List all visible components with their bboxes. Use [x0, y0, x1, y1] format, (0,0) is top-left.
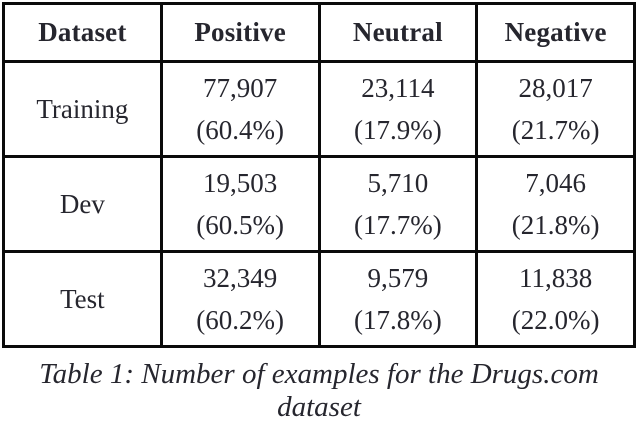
column-header-negative: Negative	[475, 2, 636, 63]
cell-dev-neutral: 5,710 (17.7%)	[317, 155, 479, 253]
table-row-training: Training 77,907 (60.4%) 23,114 (17.9%) 2…	[2, 60, 636, 158]
cell-count: 7,046	[525, 168, 586, 198]
table-caption: Table 1: Number of examples for the Drug…	[39, 358, 599, 423]
cell-percentage: (17.9%)	[354, 115, 442, 145]
row-label-dev: Dev	[2, 155, 163, 253]
column-header-neutral: Neutral	[317, 2, 479, 63]
cell-count: 28,017	[518, 73, 593, 103]
dataset-statistics-table: Dataset Positive Neutral Negative Traini…	[2, 2, 636, 348]
cell-count: 9,579	[367, 263, 429, 293]
cell-count: 19,503	[203, 168, 278, 198]
column-header-positive: Positive	[159, 2, 321, 63]
cell-percentage: (22.0%)	[511, 305, 600, 335]
cell-training-positive: 77,907 (60.4%)	[159, 60, 321, 158]
cell-percentage: (60.4%)	[196, 115, 284, 145]
cell-training-neutral: 23,114 (17.9%)	[317, 60, 479, 158]
cell-test-negative: 11,838 (22.0%)	[475, 250, 636, 348]
cell-count: 23,114	[361, 73, 435, 103]
row-label-training: Training	[2, 60, 163, 158]
cell-percentage: (60.2%)	[196, 305, 284, 335]
cell-percentage: (17.8%)	[354, 305, 442, 335]
row-label-test: Test	[2, 250, 163, 348]
cell-count: 11,838	[519, 263, 593, 293]
cell-dev-positive: 19,503 (60.5%)	[159, 155, 321, 253]
cell-percentage: (17.7%)	[354, 210, 442, 240]
cell-test-positive: 32,349 (60.2%)	[159, 250, 321, 348]
cell-count: 5,710	[367, 168, 429, 198]
cell-test-neutral: 9,579 (17.8%)	[317, 250, 479, 348]
cell-percentage: (21.8%)	[511, 210, 600, 240]
cell-percentage: (21.7%)	[511, 115, 600, 145]
table-header-row: Dataset Positive Neutral Negative	[2, 2, 636, 63]
cell-dev-negative: 7,046 (21.8%)	[475, 155, 636, 253]
cell-count: 77,907	[203, 73, 278, 103]
cell-training-negative: 28,017 (21.7%)	[475, 60, 636, 158]
cell-percentage: (60.5%)	[196, 210, 284, 240]
cell-count: 32,349	[203, 263, 278, 293]
column-header-dataset: Dataset	[2, 2, 163, 63]
table-row-test: Test 32,349 (60.2%) 9,579 (17.8%) 11,838…	[2, 250, 636, 348]
table-row-dev: Dev 19,503 (60.5%) 5,710 (17.7%) 7,046 (…	[2, 155, 636, 253]
